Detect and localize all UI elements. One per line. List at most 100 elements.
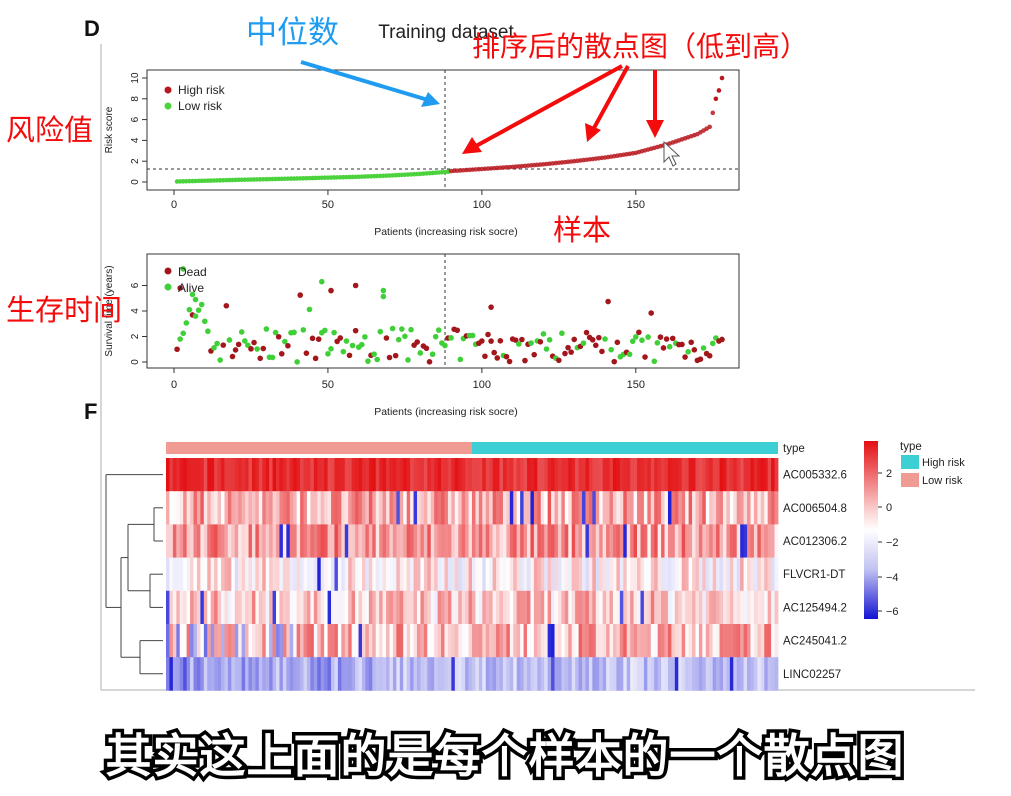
heatmap-cell	[657, 524, 662, 558]
heatmap-cell	[533, 458, 538, 492]
heatmap-cell	[482, 624, 487, 658]
heatmap-cell	[527, 524, 531, 558]
heatmap-cell	[231, 657, 236, 691]
heatmap-cell	[688, 657, 693, 691]
risk-y-tick-label: 0	[130, 179, 141, 185]
dead-point	[497, 337, 504, 344]
heatmap-cell	[527, 657, 531, 691]
heatmap-cell	[317, 458, 322, 492]
heatmap-cell	[200, 624, 205, 658]
heatmap-cell	[437, 557, 442, 592]
heatmap-cell	[729, 524, 734, 558]
high-risk-point	[707, 124, 712, 130]
heatmap-cell	[444, 491, 449, 525]
heatmap-cell	[365, 557, 370, 592]
heatmap-cell	[633, 590, 638, 625]
heatmap-cell	[375, 624, 380, 658]
heatmap-cell	[251, 657, 256, 691]
heatmap-cell	[502, 557, 507, 592]
heatmap-cell	[172, 491, 177, 525]
heatmap-cell	[619, 524, 624, 558]
heatmap-cell	[403, 491, 408, 525]
heatmap-cell	[506, 624, 511, 658]
heatmap-cell	[372, 657, 377, 691]
heatmap-cell	[674, 557, 679, 592]
heatmap-cell	[317, 590, 322, 625]
heatmap-cell	[623, 524, 628, 558]
heatmap-cell	[571, 624, 576, 658]
heatmap-cell	[489, 624, 494, 658]
heatmap-cell	[606, 624, 610, 658]
heatmap-cell	[667, 590, 672, 625]
heatmap-cell	[750, 491, 755, 525]
heatmap-cell	[496, 624, 500, 658]
heatmap-cell	[203, 491, 208, 525]
heatmap-cell	[320, 557, 325, 592]
heatmap-cell	[269, 524, 273, 558]
heatmap-cell	[265, 624, 270, 658]
heatmap-cell	[582, 557, 586, 592]
heatmap-cell	[207, 491, 212, 525]
heatmap-cell	[372, 458, 377, 492]
heatmap-cell	[251, 524, 256, 558]
heatmap-cell	[771, 491, 775, 525]
heatmap-cell	[616, 657, 621, 691]
heatmap-cell	[238, 657, 243, 691]
heatmap-cell	[595, 458, 600, 492]
heatmap-cell	[186, 624, 191, 658]
heatmap-cell	[334, 590, 339, 625]
heatmap-cell	[382, 491, 387, 525]
heatmap-cell	[451, 491, 456, 525]
heatmap-cell	[774, 458, 779, 492]
type-annotation-label: type	[783, 443, 805, 455]
heatmap-cell	[441, 524, 445, 558]
heatmap-cell	[166, 590, 170, 625]
heatmap-cell	[585, 458, 590, 492]
heatmap-cell	[726, 491, 731, 525]
heatmap-cell	[661, 458, 665, 492]
heatmap-cell	[382, 557, 387, 592]
heatmap-cell	[640, 524, 645, 558]
heatmap-cell	[716, 590, 720, 625]
heatmap-cell	[640, 557, 645, 592]
heatmap-cell	[334, 557, 339, 592]
heatmap-cell	[221, 590, 225, 625]
heatmap-cell	[334, 657, 339, 691]
heatmap-cell	[582, 657, 586, 691]
heatmap-cell	[595, 624, 600, 658]
dead-point	[636, 329, 642, 336]
heatmap-cell	[472, 557, 476, 592]
heatmap-cell	[324, 491, 328, 525]
heatmap-cell	[200, 590, 205, 625]
heatmap-cell	[203, 458, 208, 492]
heatmap-cell	[575, 590, 579, 625]
annotation-median: 中位数	[246, 15, 339, 50]
heatmap-cell	[196, 657, 201, 691]
alive-point	[198, 301, 205, 308]
heatmap-cell	[193, 524, 198, 558]
heatmap-cell	[403, 624, 408, 658]
heatmap-cell	[747, 557, 751, 592]
dead-point	[697, 356, 704, 363]
heatmap-cell	[434, 557, 439, 592]
heatmap-cell	[774, 557, 779, 592]
heatmap-cell	[234, 491, 239, 525]
dead-point	[512, 337, 519, 343]
heatmap-cell	[588, 590, 593, 625]
heatmap-cell	[392, 657, 397, 691]
heatmap-cell	[430, 657, 435, 691]
heatmap-cell	[520, 624, 524, 658]
heatmap-cell	[743, 624, 748, 658]
risk-x-tick-label: 150	[627, 199, 645, 211]
heatmap-cell	[630, 524, 634, 558]
heatmap-cell	[485, 557, 490, 592]
heatmap-cell	[179, 491, 184, 525]
heatmap-cell	[633, 657, 638, 691]
heatmap-row-label: AC012306.2	[783, 536, 847, 548]
heatmap-cell	[334, 458, 339, 492]
heatmap-cell	[379, 557, 384, 592]
heatmap-cell	[348, 491, 353, 525]
heatmap-cell	[166, 458, 170, 492]
heatmap-cell	[557, 557, 562, 592]
heatmap-cell	[279, 657, 284, 691]
